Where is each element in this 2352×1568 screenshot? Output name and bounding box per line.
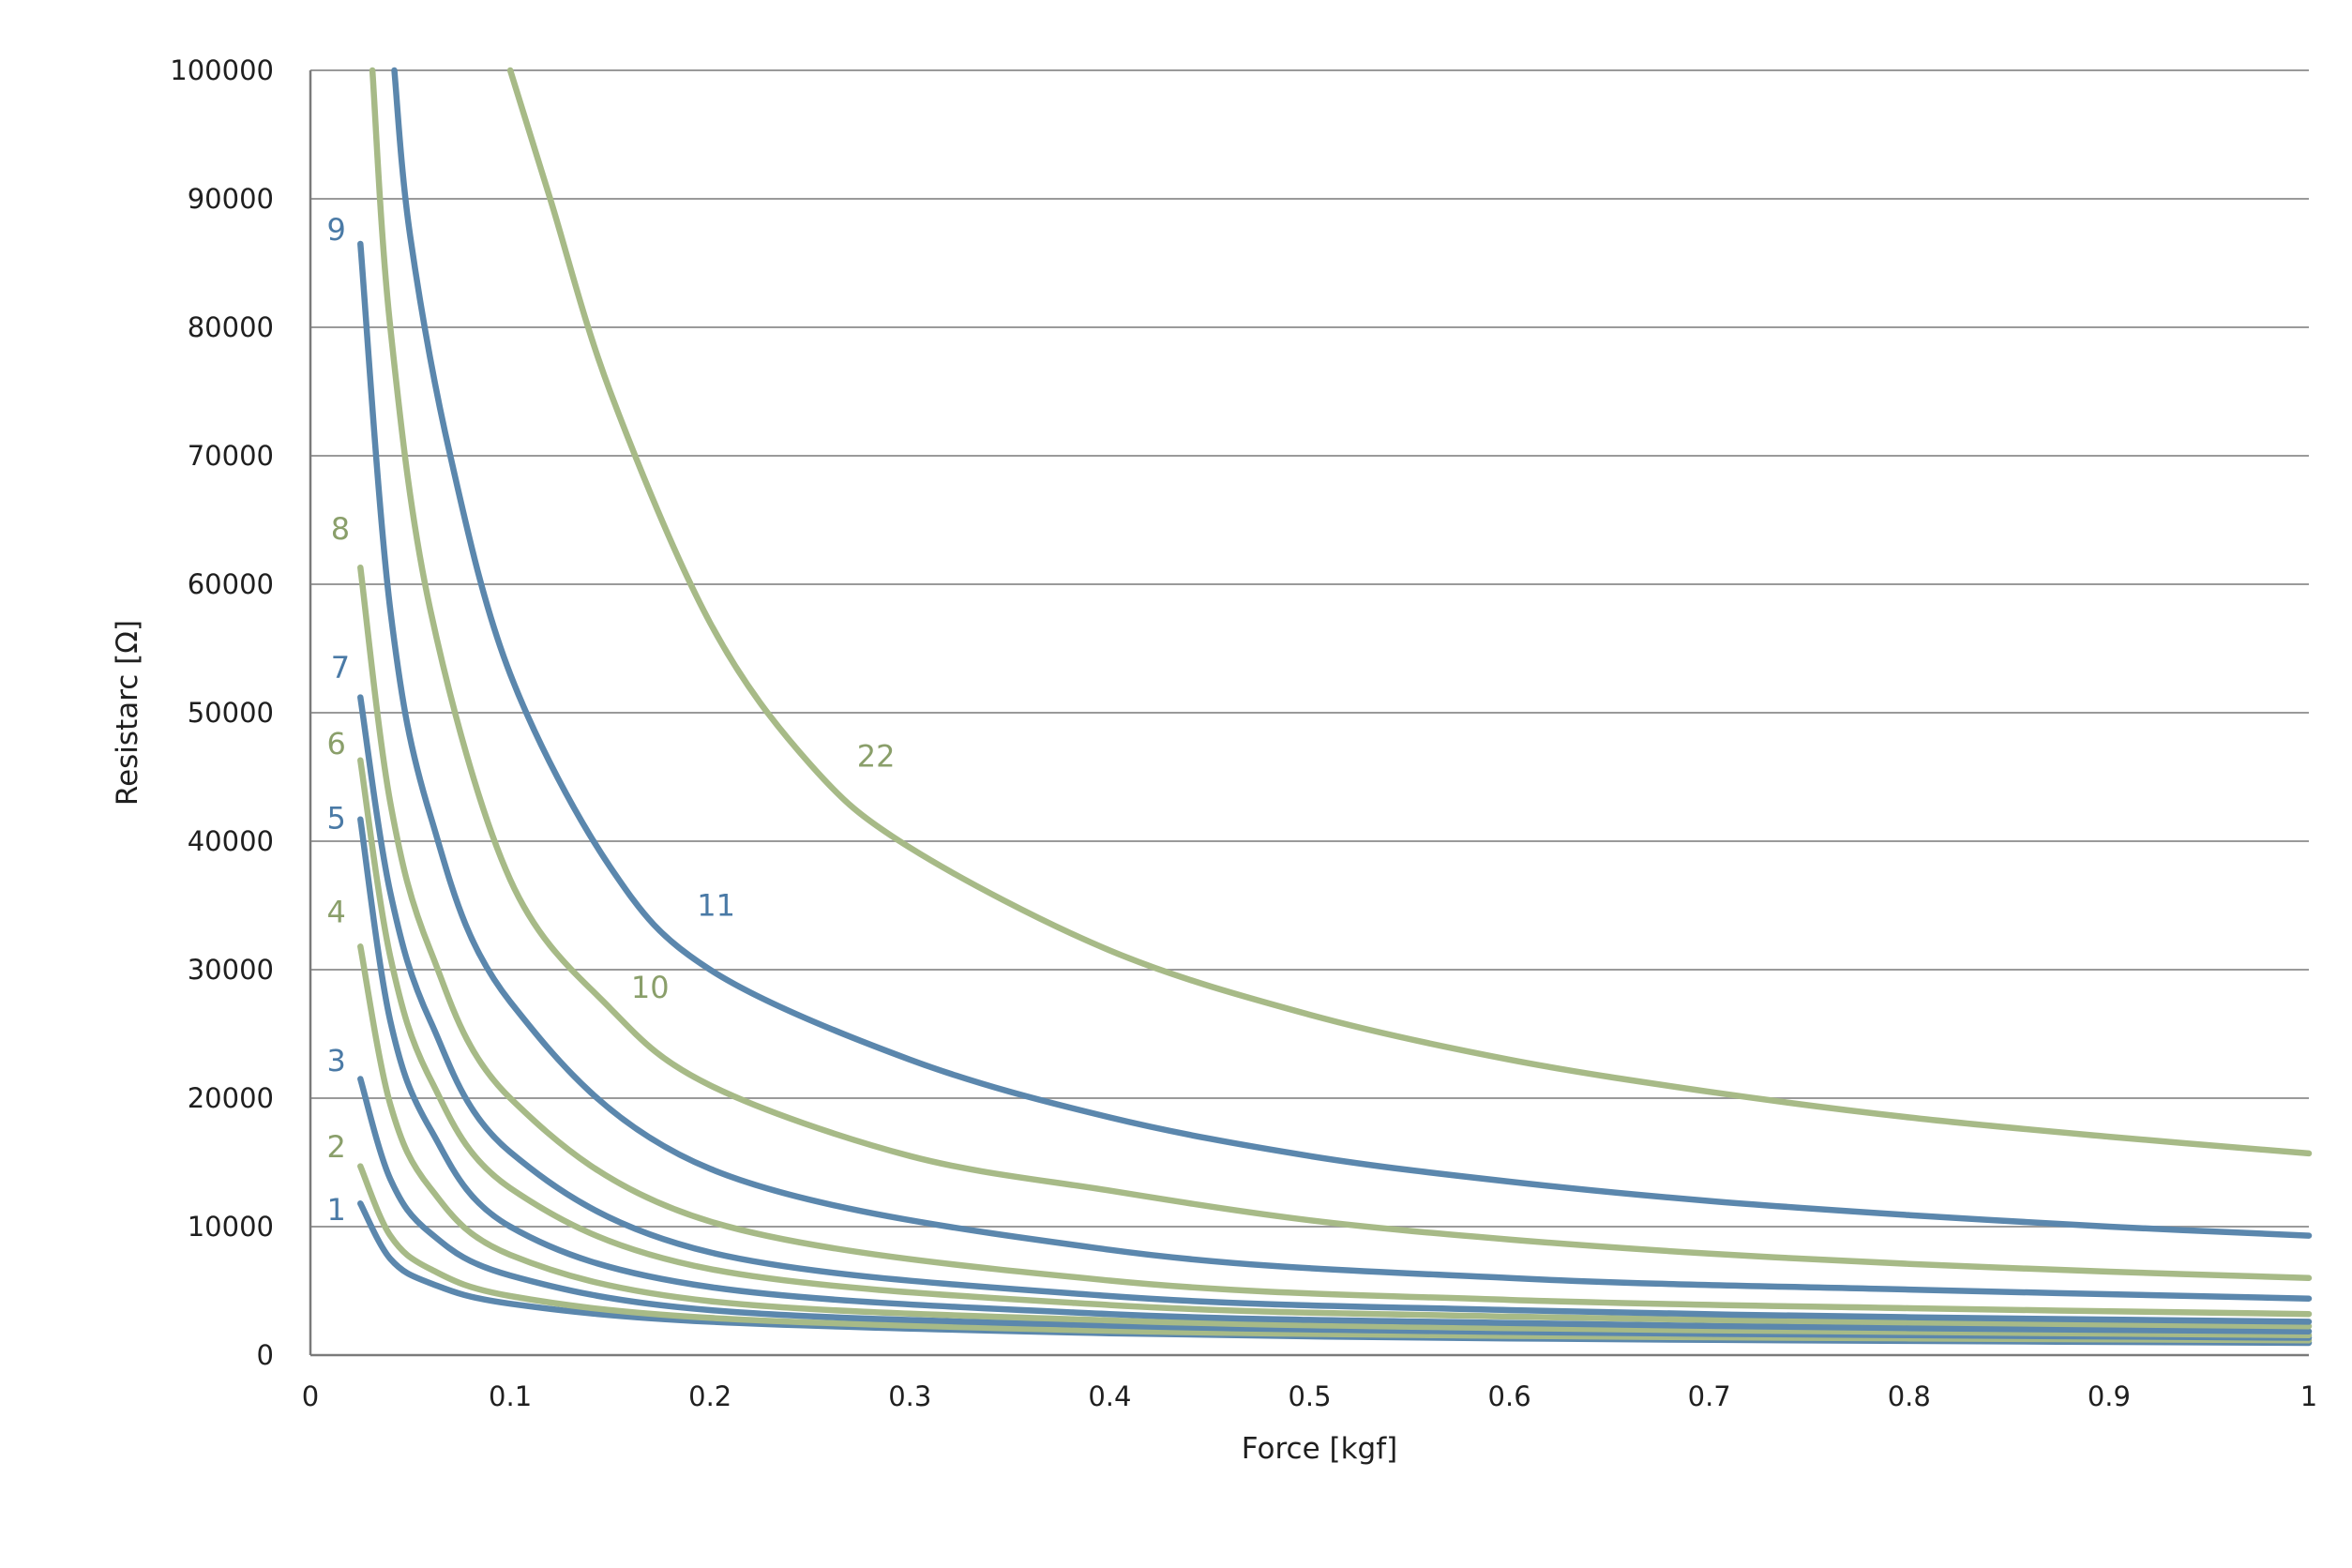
gridlines: [310, 69, 2309, 1228]
y-tick-label: 50000: [188, 697, 274, 729]
y-tick-label: 10000: [188, 1211, 274, 1243]
y-tick-label: 100000: [170, 54, 274, 86]
series-line-3: [357, 1076, 2313, 1341]
y-tick-label: 80000: [188, 311, 274, 343]
x-tick-label: 0.6: [1488, 1380, 1531, 1412]
x-tick-label: 1: [2300, 1380, 2317, 1412]
x-tick-label: 0.2: [688, 1380, 731, 1412]
curve-label-5: 5: [327, 800, 346, 836]
curve-label-6: 6: [327, 726, 346, 761]
y-axis-tick-labels: 0 10000 20000 30000 40000 50000 60000 70000 8000…: [170, 54, 274, 1371]
axes: [309, 70, 2309, 1357]
curve-label-9: 9: [327, 212, 346, 248]
series-line-6: [357, 757, 2313, 1330]
x-tick-label: 0: [302, 1380, 319, 1412]
x-tick-label: 0.8: [1888, 1380, 1931, 1412]
series-line-8: [357, 564, 2313, 1318]
y-tick-label: 90000: [188, 183, 274, 215]
series-line-7: [357, 694, 2313, 1325]
series-line-10: [369, 67, 2313, 1282]
y-axis-title: Resistarc [Ω]: [111, 620, 144, 806]
y-tick-label: 70000: [188, 440, 274, 472]
y-tick-label: 40000: [188, 825, 274, 857]
curve-label-22: 22: [857, 739, 896, 775]
curve-label-8: 8: [331, 511, 350, 547]
y-tick-label: 60000: [188, 568, 274, 600]
curve-label-3: 3: [327, 1043, 346, 1078]
curve-label-7: 7: [331, 650, 350, 686]
series-line-22: [506, 67, 2313, 1157]
x-axis-tick-labels: 0 0.1 0.2 0.3 0.4 0.5 0.6 0.7 0.8 0.9 1: [302, 1380, 2317, 1412]
curve-label-4: 4: [327, 894, 346, 929]
x-tick-label: 0.3: [888, 1380, 931, 1412]
series-lines: [357, 67, 2313, 1347]
curve-label-1: 1: [327, 1192, 346, 1228]
x-tick-label: 0.9: [2088, 1380, 2131, 1412]
y-tick-label: 30000: [188, 954, 274, 986]
series-line-4: [357, 943, 2313, 1339]
curve-label-2: 2: [327, 1129, 346, 1165]
series-line-2: [357, 1163, 2313, 1344]
x-tick-label: 0.7: [1688, 1380, 1731, 1412]
x-axis-title: Force [kgf]: [1242, 1432, 1397, 1466]
x-tick-label: 0.1: [489, 1380, 532, 1412]
series-line-5: [357, 816, 2313, 1334]
curve-labels: 1 2 3 4 5 6 7 8 9 10 11 22: [327, 212, 896, 1228]
y-tick-label: 20000: [188, 1082, 274, 1114]
x-tick-label: 0.5: [1288, 1380, 1331, 1412]
x-tick-label: 0.4: [1088, 1380, 1131, 1412]
series-line-11: [391, 67, 2313, 1239]
y-tick-label: 0: [257, 1339, 274, 1371]
curve-label-11: 11: [697, 887, 735, 923]
curve-label-10: 10: [631, 970, 670, 1005]
series-line-9: [357, 240, 2313, 1302]
